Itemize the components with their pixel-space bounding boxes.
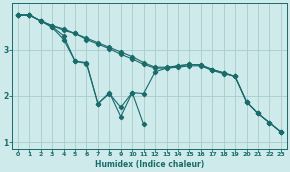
X-axis label: Humidex (Indice chaleur): Humidex (Indice chaleur) xyxy=(95,159,204,169)
